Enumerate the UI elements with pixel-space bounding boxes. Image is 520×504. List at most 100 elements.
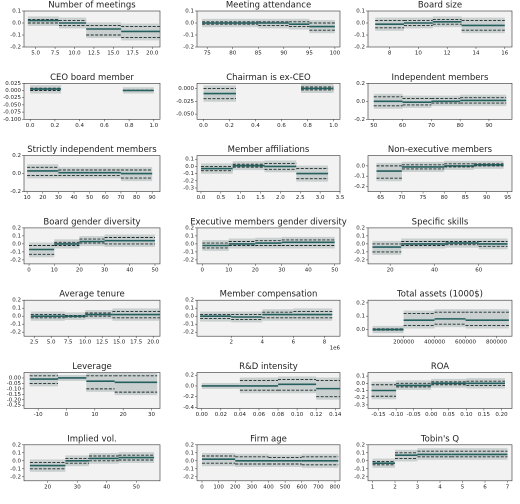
y-tick-label: 0.0 [356, 458, 365, 464]
x-tick-label: 50 [151, 267, 158, 273]
x-tick-label: 0.8 [303, 123, 312, 129]
y-tick-label: 0.1 [356, 314, 365, 320]
chart-title: Strictly independent members [27, 145, 157, 155]
x-tick-label: 1.5 [256, 195, 265, 201]
y-tick-label: -0.050 [176, 112, 194, 118]
x-tick-label: 95 [504, 195, 511, 201]
y-tick-label: 0.0 [185, 458, 194, 464]
x-tick-label: 10 [51, 267, 58, 273]
x-tick-label: 6 [292, 340, 296, 346]
x-tick-label: 8 [323, 340, 327, 346]
x-tick-label: 0.4 [75, 123, 84, 129]
y-tick-label: 0.00 [9, 375, 22, 381]
y-tick-label: 0.2 [12, 298, 21, 304]
x-tick-label: 0.04 [234, 412, 247, 418]
chart-title: Non-executive members [388, 145, 493, 155]
x-tick-label: 12.5 [96, 340, 109, 346]
y-tick-label: 0.1 [356, 9, 365, 15]
y-tick-label: -0.2 [10, 45, 21, 51]
x-tick-label: 0.0 [197, 195, 206, 201]
y-tick-label: -0.25 [7, 403, 22, 409]
x-tick-label: 5.0 [47, 340, 56, 346]
x-tick-label: 800 [330, 484, 341, 490]
y-tick-label: -0.10 [7, 386, 22, 392]
y-tick-label: -0.2 [354, 395, 365, 401]
y-tick-label: 0.1 [185, 306, 194, 312]
y-tick-label: -0.2 [354, 45, 365, 51]
x-tick-label: 2.5 [30, 340, 39, 346]
x-tick-label: 7.5 [64, 340, 73, 346]
y-tick-label: -0.2 [183, 394, 194, 400]
x-tick-label: 17.5 [130, 340, 143, 346]
x-tick-label: 4 [438, 484, 442, 490]
y-tick-label: -0.1 [10, 249, 21, 255]
y-tick-label: 0.1 [185, 9, 194, 15]
interval-band [86, 22, 122, 38]
y-tick-label: -0.1 [354, 174, 365, 180]
chart-title: Board size [418, 1, 462, 11]
x-tick-label: 60 [475, 267, 482, 273]
y-tick-label: -0.4 [183, 405, 194, 411]
x-tick-label: 15.0 [107, 51, 120, 57]
x-tick-label: 60 [102, 195, 109, 201]
chart-title: Number of meetings [48, 1, 136, 11]
y-tick-label: 0.2 [356, 81, 365, 87]
x-tick-label: 50 [370, 123, 377, 129]
y-tick-label: -0.025 [176, 99, 194, 105]
x-tick-label: 10.0 [79, 340, 92, 346]
x-tick-label: 0 [201, 267, 205, 273]
y-tick-label: -0.100 [3, 117, 21, 123]
x-tick-label: 16 [501, 51, 508, 57]
chart-title: Tobin's Q [420, 434, 460, 444]
x-tick-label: 700 [313, 484, 324, 490]
y-tick-label: -0.1 [183, 171, 194, 177]
x-tick-label: 30 [55, 195, 62, 201]
y-tick-label: -0.3 [354, 402, 365, 408]
y-tick-label: 0.1 [356, 233, 365, 239]
x-tick-label: 0.05 [443, 412, 456, 418]
x-tick-label: 50 [133, 484, 140, 490]
x-tick-label: 800000 [486, 340, 507, 346]
y-tick-label: 0.0 [356, 241, 365, 247]
x-tick-label: 20.0 [146, 51, 159, 57]
x-tick-label: 90 [485, 123, 492, 129]
y-tick-label: 0.0 [356, 381, 365, 387]
y-tick-label: 0.0 [12, 21, 21, 27]
x-tick-label: 20 [76, 267, 83, 273]
y-tick-label: 0.0 [185, 21, 194, 27]
x-tick-label: 20 [39, 195, 46, 201]
x-tick-label: 0 [27, 267, 31, 273]
y-tick-label: 0.000 [5, 88, 21, 94]
y-tick-label: -0.050 [3, 102, 21, 108]
x-tick-label: 15.0 [113, 340, 126, 346]
y-tick-label: 0.1 [185, 450, 194, 456]
x-tick-label: 0 [200, 484, 204, 490]
x-tick-label: 40 [431, 267, 438, 273]
y-tick-label: 0.0 [185, 314, 194, 320]
y-tick-label: 0.1 [356, 450, 365, 456]
x-tick-label: 3.5 [336, 195, 345, 201]
y-tick-label: -0.20 [7, 397, 22, 403]
x-tick-label: 65 [377, 195, 384, 201]
chart-title: Chairman is ex-CEO [226, 73, 311, 83]
x-tick-label: 2.0 [276, 195, 285, 201]
x-tick-label: 12.5 [88, 51, 101, 57]
y-tick-label: -0.2 [183, 257, 194, 263]
y-tick-label: 0.2 [356, 300, 365, 306]
x-tick-label: 80 [229, 51, 236, 57]
x-tick-label: 0.6 [277, 123, 286, 129]
y-tick-label: 0.1 [185, 233, 194, 239]
x-tick-label: 0.4 [251, 123, 260, 129]
x-tick-label: 0.15 [478, 412, 491, 418]
chart-title: Meeting attendance [226, 1, 311, 11]
x-tick-label: 30 [148, 412, 155, 418]
x-tick-label: 20 [44, 484, 51, 490]
x-tick-label: 70 [117, 195, 124, 201]
chart-title: Specific skills [412, 217, 469, 227]
chart-title: Implied vol. [67, 434, 117, 444]
chart-title: Average tenure [59, 290, 124, 300]
x-tick-label: 90 [149, 195, 156, 201]
y-tick-label: 0.2 [12, 225, 21, 231]
y-tick-label: -0.2 [183, 178, 194, 184]
y-tick-label: 0.0 [356, 163, 365, 169]
